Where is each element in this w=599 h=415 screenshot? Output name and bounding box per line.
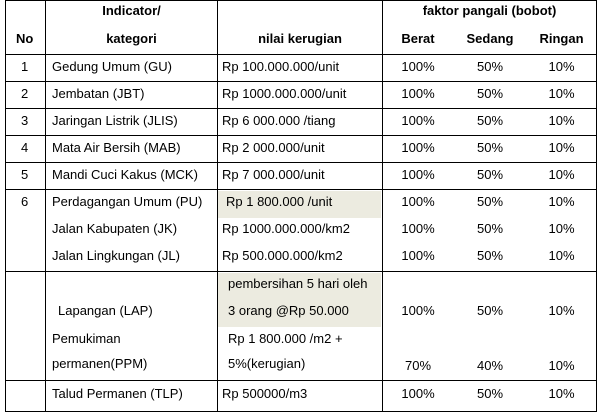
row-no: 2 (21, 86, 29, 101)
row-nilai-line1: Rp 1 800.000 /m2 + (228, 331, 343, 346)
table-border (5, 135, 597, 136)
header-sedang: Sedang (466, 31, 514, 46)
row-berat: 100% (401, 303, 435, 318)
row-nilai-line2: 3 orang @Rp 50.000 (228, 303, 349, 318)
row-sedang: 50% (476, 386, 504, 401)
row-no: 3 (21, 113, 29, 128)
row-ringan: 10% (548, 221, 575, 236)
row-nilai: Rp 1000.000.000/unit (222, 86, 347, 101)
row-no: 5 (21, 167, 29, 182)
row-berat: 100% (401, 86, 435, 101)
table-border (5, 380, 597, 381)
row-ringan: 10% (548, 303, 575, 318)
row-berat: 100% (401, 248, 435, 263)
row-ringan: 10% (548, 248, 575, 263)
table-border (5, 189, 597, 190)
row-nilai: Rp 7 000.000/unit (222, 167, 325, 182)
row-ringan: 10% (548, 140, 575, 155)
row-berat: 100% (401, 113, 435, 128)
table-border (596, 0, 597, 412)
row-nilai: Rp 1 800.000 /unit (226, 194, 333, 209)
row-ringan: 10% (548, 113, 575, 128)
row-indicator: Mata Air Bersih (MAB) (52, 140, 181, 155)
table-border (5, 162, 597, 163)
header-faktor: faktor pangali (bobot) (422, 3, 557, 18)
row-indicator: Gedung Umum (GU) (52, 59, 172, 74)
row-nilai: Rp 1000.000.000/km2 (222, 221, 350, 236)
row-ringan: 10% (548, 86, 575, 101)
table-border (5, 271, 597, 272)
row-berat: 100% (401, 221, 435, 236)
row-nilai-line1: pembersihan 5 hari oleh (228, 276, 368, 291)
shaded-cell (218, 191, 381, 218)
row-sedang: 50% (476, 194, 504, 209)
row-indicator: Lapangan (LAP) (58, 303, 153, 318)
row-berat: 70% (404, 358, 432, 373)
row-indicator: Jalan Kabupaten (JK) (52, 221, 178, 236)
row-indicator: Perdagangan Umum (PU) (52, 194, 203, 209)
row-berat: 100% (401, 194, 435, 209)
header-ringan: Ringan (539, 31, 584, 46)
table-border (5, 108, 597, 109)
table-border (217, 0, 218, 412)
row-nilai: Rp 6 000.000 /tiang (222, 113, 336, 128)
row-ringan: 10% (548, 194, 575, 209)
header-no: No (16, 31, 34, 46)
row-nilai: Rp 2 000.000/unit (222, 140, 325, 155)
row-ringan: 10% (548, 386, 575, 401)
row-sedang: 50% (476, 113, 504, 128)
header-indicator-line2: kategori (106, 31, 157, 46)
row-ringan: 10% (548, 167, 575, 182)
header-indicator-line1: Indicator/ (102, 3, 161, 18)
row-indicator: Jaringan Listrik (JLIS) (52, 113, 178, 128)
shaded-cell (218, 273, 381, 327)
table: No Indicator/ kategori nilai kerugian fa… (5, 0, 597, 412)
table-border (5, 54, 597, 55)
table-border (5, 411, 597, 412)
row-indicator-line2: permanen(PPM) (52, 356, 148, 371)
row-sedang: 50% (476, 167, 504, 182)
row-nilai: Rp 500000/m3 (222, 386, 308, 401)
table-border (5, 0, 6, 412)
row-no: 4 (21, 140, 29, 155)
row-sedang: 50% (476, 86, 504, 101)
row-sedang: 50% (476, 221, 504, 236)
table-border (5, 81, 597, 82)
header-nilai: nilai kerugian (258, 31, 342, 46)
row-ringan: 10% (548, 59, 575, 74)
row-no: 6 (21, 194, 29, 209)
row-berat: 100% (401, 59, 435, 74)
row-no: 1 (21, 59, 29, 74)
row-nilai-line2: 5%(kerugian) (228, 356, 306, 371)
row-indicator-line1: Pemukiman (52, 331, 121, 346)
row-indicator: Jalan Lingkungan (JL) (52, 248, 180, 263)
row-ringan: 10% (548, 358, 575, 373)
row-sedang: 50% (476, 248, 504, 263)
row-indicator: Mandi Cuci Kakus (MCK) (52, 167, 198, 182)
row-sedang: 50% (476, 59, 504, 74)
row-sedang: 40% (476, 358, 504, 373)
row-berat: 100% (401, 167, 435, 182)
row-indicator: Jembatan (JBT) (52, 86, 145, 101)
row-nilai: Rp 100.000.000/unit (222, 59, 340, 74)
row-berat: 100% (401, 386, 435, 401)
row-sedang: 50% (476, 303, 504, 318)
table-border (45, 0, 46, 412)
table-border (5, 0, 597, 1)
row-indicator: Talud Permanen (TLP) (52, 386, 183, 401)
row-berat: 100% (401, 140, 435, 155)
header-berat: Berat (401, 31, 435, 46)
row-nilai: Rp 500.000.000/km2 (222, 248, 343, 263)
table-border (382, 0, 383, 412)
row-sedang: 50% (476, 140, 504, 155)
